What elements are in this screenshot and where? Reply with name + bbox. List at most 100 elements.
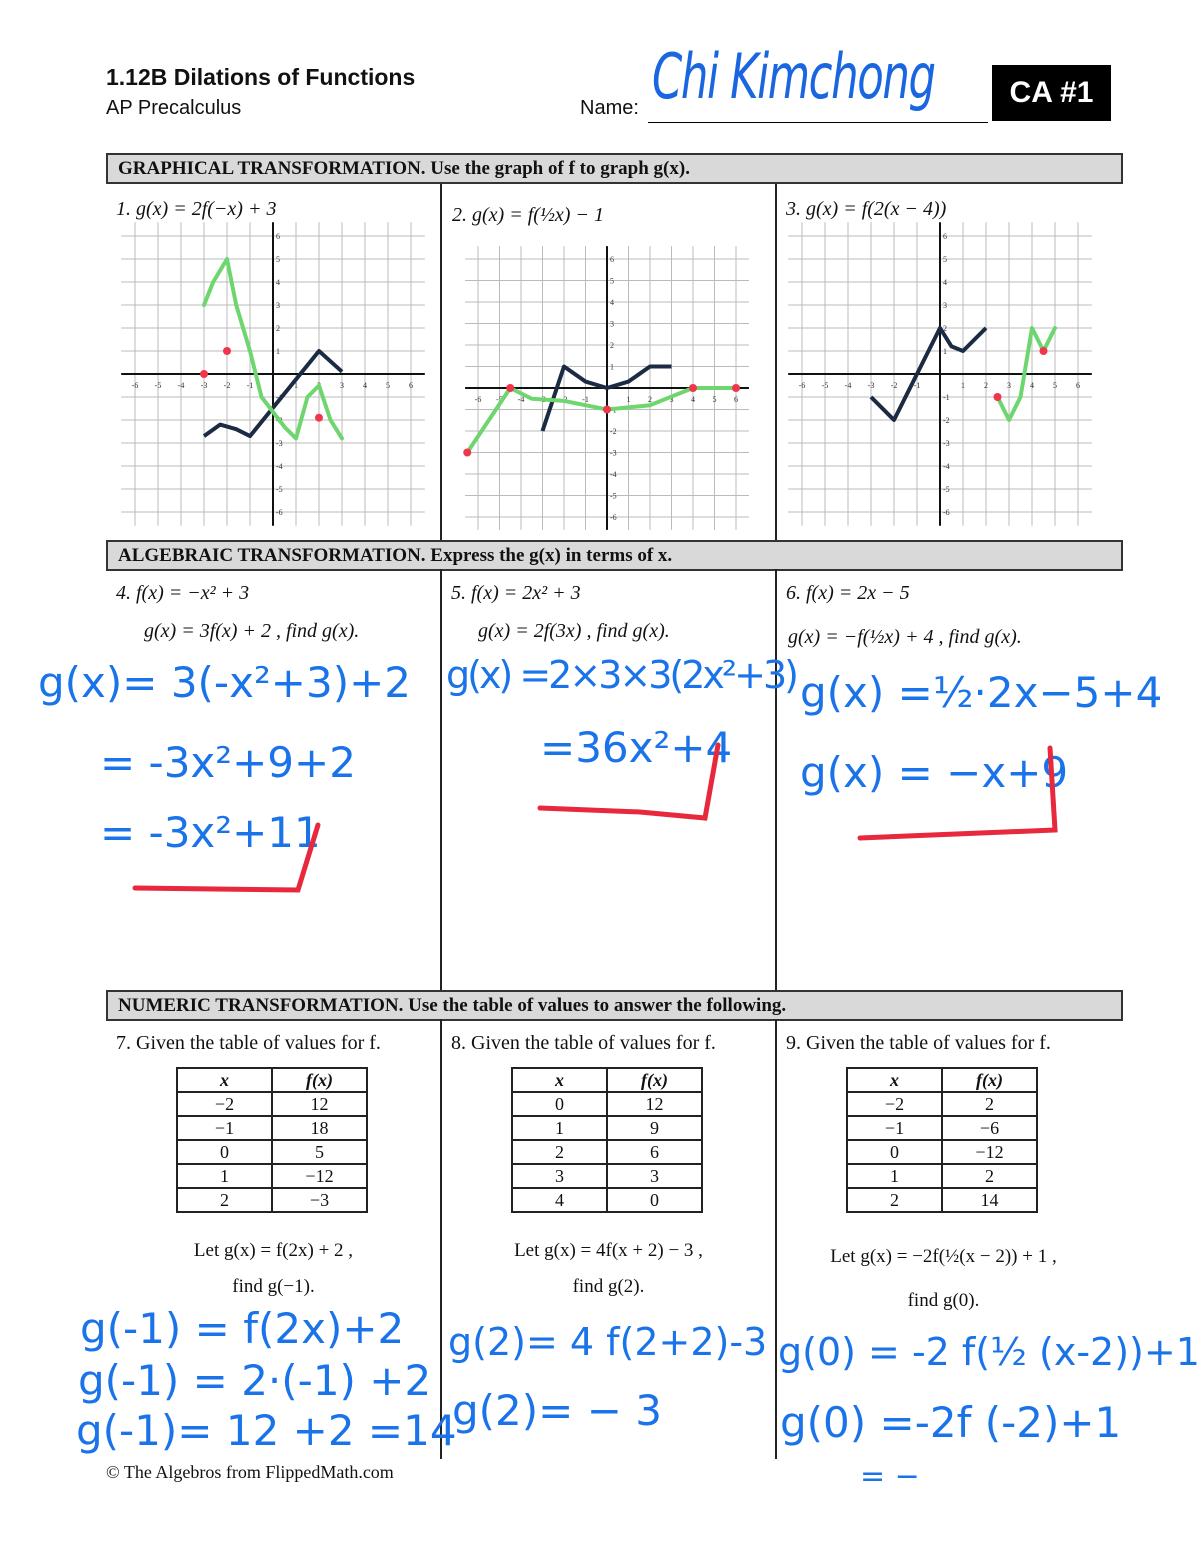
footer-credit: © The Algebros from FlippedMath.com <box>106 1462 394 1482</box>
x-tick-label: 5 <box>386 381 390 390</box>
table-cell: 1 <box>846 1163 943 1189</box>
x-tick-label: 2 <box>648 395 652 404</box>
y-tick-label: -6 <box>943 508 950 517</box>
g-curve <box>995 326 1057 422</box>
table-cell: 2 <box>176 1187 273 1213</box>
handwritten-work: = − <box>860 1459 920 1494</box>
y-tick-label: 1 <box>943 347 947 356</box>
column-divider <box>775 1019 777 1459</box>
y-tick-label: 4 <box>943 278 947 287</box>
x-tick-label: -6 <box>799 381 806 390</box>
y-tick-label: 2 <box>943 324 947 333</box>
plotted-point <box>506 384 515 392</box>
problem-8-let: Let g(x) = 4f(x + 2) − 3 , <box>514 1240 703 1261</box>
y-tick-label: -4 <box>610 470 617 479</box>
table-cell: 3 <box>606 1163 703 1189</box>
y-tick-label: -4 <box>276 462 283 471</box>
ca-badge: CA #1 <box>992 65 1111 121</box>
x-tick-label: -2 <box>224 381 231 390</box>
handwritten-work: g(2)= − 3 <box>452 1386 662 1435</box>
handwritten-work: = -3x²+9+2 <box>100 738 356 787</box>
table-cell: −6 <box>941 1115 1038 1141</box>
problem-7-let: Let g(x) = f(2x) + 2 , <box>193 1240 354 1261</box>
y-tick-label: 1 <box>276 347 280 356</box>
y-tick-label: 2 <box>276 324 280 333</box>
y-tick-label: 6 <box>610 255 614 264</box>
problem-8-prompt: 8. Given the table of values for f. <box>451 1032 716 1054</box>
handwritten-work: g(x) = −x+9 <box>800 748 1069 797</box>
handwritten-work: = -3x²+11 <box>100 808 321 857</box>
section-numeric-header: NUMERIC TRANSFORMATION. Use the table of… <box>106 990 1123 1021</box>
x-tick-label: -5 <box>822 381 829 390</box>
handwritten-name: Chi Kimchong <box>652 40 936 113</box>
x-tick-label: -1 <box>582 395 589 404</box>
y-tick-label: -3 <box>610 449 617 458</box>
x-tick-label: 3 <box>1007 381 1011 390</box>
y-tick-label: 5 <box>276 255 280 264</box>
handwritten-work: g(-1) = f(2x)+2 <box>80 1304 405 1353</box>
table-header-row: x f(x) <box>846 1067 1038 1093</box>
table-cell: 1 <box>176 1163 273 1189</box>
column-header: f(x) <box>271 1067 368 1093</box>
problem-2-label: 2. g(x) = f(½x) − 1 <box>452 204 604 226</box>
problem-1-label: 1. g(x) = 2f(−x) + 3 <box>116 198 277 220</box>
handwritten-work: =36x²+4 <box>540 723 733 772</box>
f-curve <box>540 364 672 432</box>
table-cell: 0 <box>511 1091 608 1117</box>
handwritten-work: g(x) =½·2x−5+4 <box>800 668 1163 717</box>
table-cell: −1 <box>846 1115 943 1141</box>
table-cell: −1 <box>176 1115 273 1141</box>
table-cell: 2 <box>511 1139 608 1165</box>
x-tick-label: -4 <box>178 381 185 390</box>
plotted-point <box>463 448 472 457</box>
f-curve <box>869 326 988 422</box>
x-tick-label: -1 <box>247 381 254 390</box>
column-divider <box>775 184 777 540</box>
y-tick-label: -5 <box>610 492 617 501</box>
table-cell: 2 <box>846 1187 943 1213</box>
y-tick-label: -4 <box>943 462 950 471</box>
x-tick-label: -4 <box>845 381 852 390</box>
x-tick-label: -3 <box>201 381 208 390</box>
column-header: f(x) <box>941 1067 1038 1093</box>
x-tick-label: -6 <box>475 395 482 404</box>
values-table-9: x f(x) −2 2 −1 −6 0 −12 1 2 2 14 <box>846 1067 1038 1213</box>
handwritten-work: g(2)= 4 f(2+2)-3 <box>448 1320 768 1364</box>
column-divider <box>440 569 442 990</box>
x-tick-label: 3 <box>670 395 674 404</box>
section-algebraic-header: ALGEBRAIC TRANSFORMATION. Express the g(… <box>106 540 1123 571</box>
x-tick-label: -1 <box>914 381 921 390</box>
column-divider <box>775 569 777 990</box>
worksheet-title: 1.12B Dilations of Functions <box>106 64 416 90</box>
column-divider <box>440 1019 442 1459</box>
problem-9-find: find g(0). <box>907 1290 980 1311</box>
table-cell: 1 <box>511 1115 608 1141</box>
x-tick-label: 3 <box>340 381 344 390</box>
y-tick-label: -5 <box>276 485 283 494</box>
y-tick-label: -2 <box>610 427 617 436</box>
table-row: −1 18 <box>176 1115 368 1141</box>
handwritten-work: g(x) =2×3×3(2x²+3) <box>446 653 799 697</box>
x-tick-label: -4 <box>518 395 525 404</box>
g-curve <box>202 257 344 441</box>
x-tick-label: 4 <box>691 395 695 404</box>
x-tick-label: 6 <box>1076 381 1080 390</box>
plotted-point <box>732 384 740 392</box>
table-cell: 3 <box>511 1163 608 1189</box>
x-tick-label: 5 <box>1053 381 1057 390</box>
table-cell: 0 <box>606 1187 703 1213</box>
y-tick-label: 3 <box>276 301 280 310</box>
table-cell: −12 <box>271 1163 368 1189</box>
name-line <box>648 122 988 123</box>
table-cell: 12 <box>606 1091 703 1117</box>
plotted-point <box>315 413 323 422</box>
handwritten-work: g(-1) = 2·(-1) +2 <box>78 1356 432 1405</box>
table-cell: 14 <box>941 1187 1038 1213</box>
x-tick-label: 2 <box>984 381 988 390</box>
table-header-row: x f(x) <box>176 1067 368 1093</box>
y-tick-label: -3 <box>943 439 950 448</box>
y-tick-label: -2 <box>943 416 950 425</box>
